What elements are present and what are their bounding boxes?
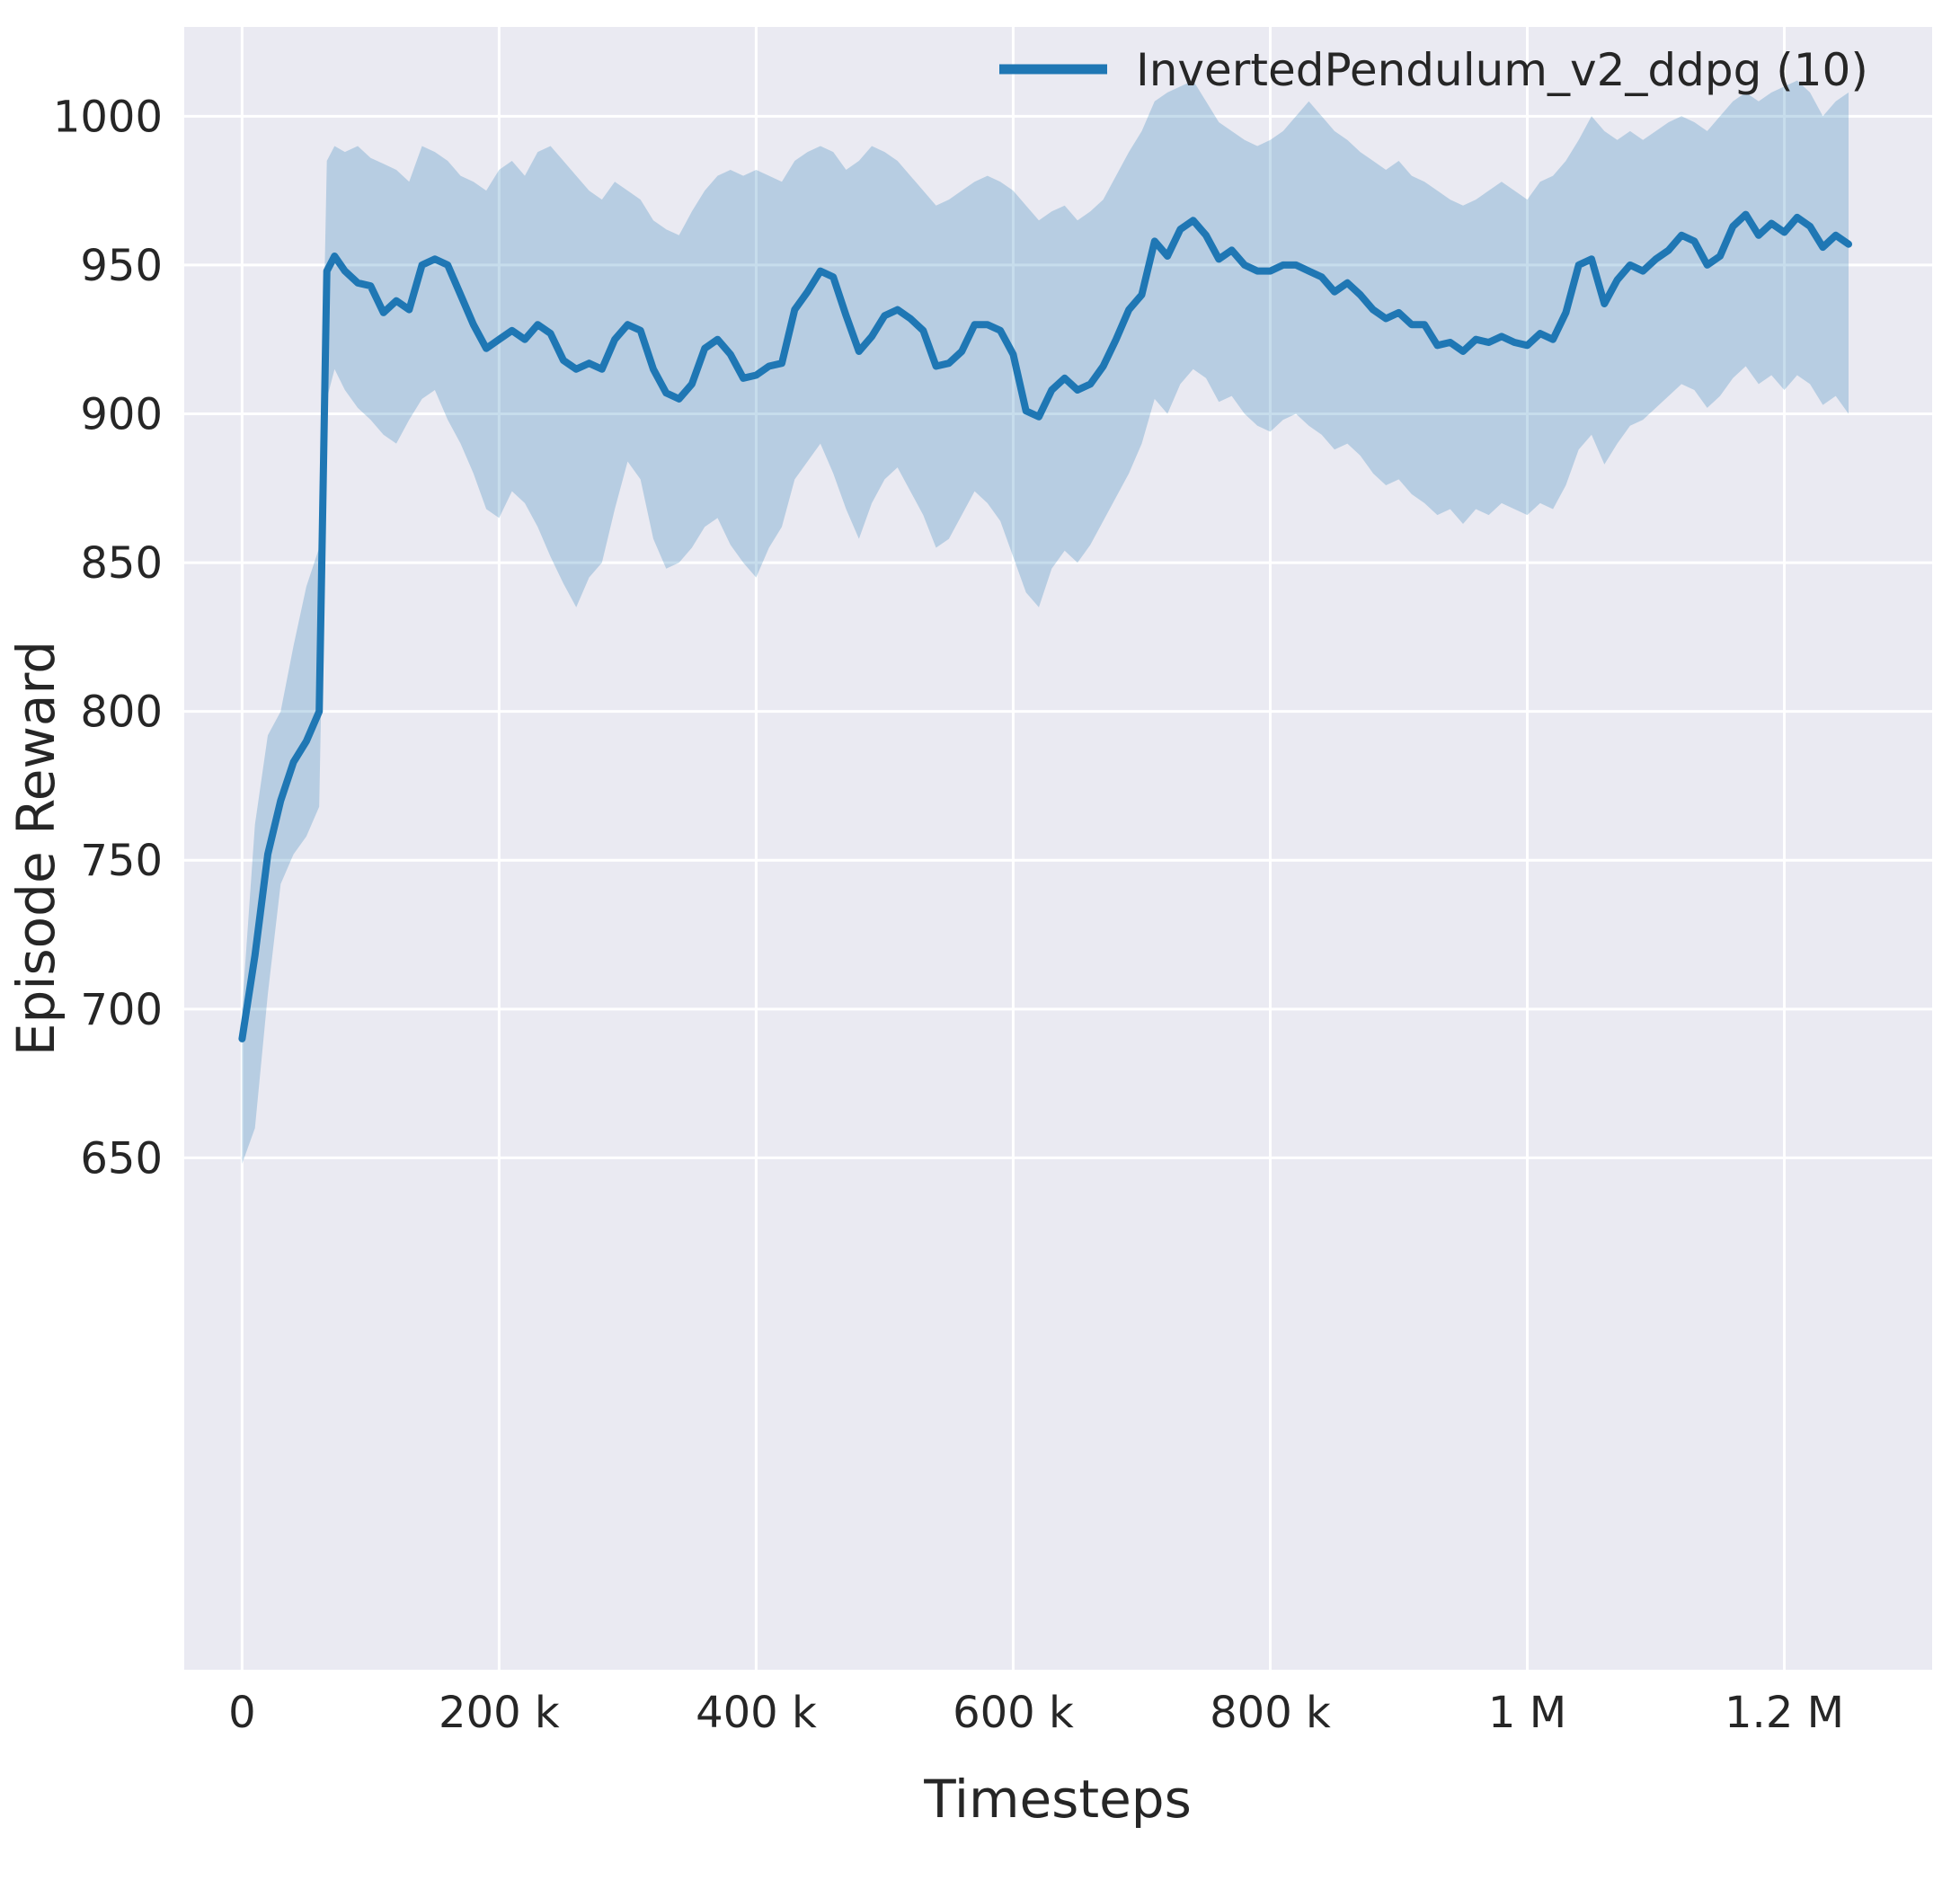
y-tick-label: 750 [80,836,163,886]
y-tick-label: 800 [80,687,163,738]
x-tick-label: 0 [228,1688,256,1738]
x-tick-label: 200 k [439,1688,560,1738]
x-tick-label: 800 k [1210,1688,1331,1738]
x-axis-label: Timesteps [923,1769,1192,1830]
legend-series-label: InvertedPendulum_v2_ddpg (10) [1136,44,1868,96]
y-tick-label: 900 [80,390,163,440]
y-axis-label: Episode Reward [5,641,67,1056]
x-tick-label: 400 k [696,1688,817,1738]
x-tick-label: 1.2 M [1725,1688,1844,1738]
mean-line [238,210,1852,1042]
tick-layer: 0 200 k 400 k 600 k 800 k 1 M 1.2 M 650 700 750 80… [53,92,1844,1738]
y-tick-label: 700 [80,985,163,1035]
y-tick-label: 850 [80,538,163,589]
y-tick-label: 650 [80,1133,163,1184]
y-tick-label: 1000 [53,92,163,142]
y-tick-label: 950 [80,241,163,291]
plot-background [184,27,1932,1670]
series-layer [238,80,1852,1165]
x-tick-label: 600 k [953,1688,1074,1738]
grid-layer [184,27,1932,1670]
legend: InvertedPendulum_v2_ddpg (10) [999,44,1868,96]
x-tick-label: 1 M [1488,1688,1566,1738]
